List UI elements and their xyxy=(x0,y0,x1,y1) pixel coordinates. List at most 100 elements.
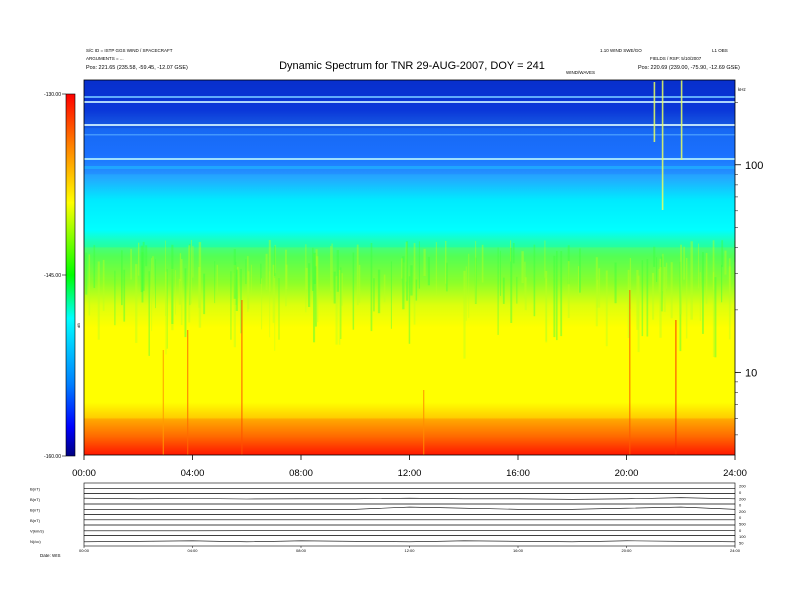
texture-streak xyxy=(230,271,232,340)
texture-streak xyxy=(189,243,191,306)
texture-streak xyxy=(88,254,91,316)
texture-streak xyxy=(663,266,666,312)
panel-label: N(/cc) xyxy=(30,539,41,544)
texture-streak xyxy=(402,256,405,310)
texture-streak xyxy=(598,268,601,308)
spectral-band-0 xyxy=(84,80,735,129)
texture-streak xyxy=(545,278,547,342)
texture-streak xyxy=(171,244,174,324)
texture-streak xyxy=(316,256,319,323)
texture-streak xyxy=(545,270,548,343)
texture-streak xyxy=(140,245,143,293)
texture-streak xyxy=(435,242,437,295)
texture-streak xyxy=(614,262,617,304)
texture-streak xyxy=(233,265,236,348)
radio-burst xyxy=(680,80,683,160)
texture-streak xyxy=(138,242,140,276)
texture-streak xyxy=(521,251,524,284)
texture-streak xyxy=(401,258,403,279)
texture-streak xyxy=(712,271,715,357)
texture-streak xyxy=(463,270,466,359)
panel-right-tick: 500 xyxy=(739,521,746,526)
spectral-band-4 xyxy=(84,301,735,419)
texture-streak xyxy=(356,244,359,306)
texture-streak xyxy=(245,259,247,284)
radio-burst xyxy=(423,390,425,455)
panel-right-tick: 0 xyxy=(739,503,742,508)
colorbar xyxy=(65,93,76,457)
texture-streak xyxy=(502,277,505,304)
panel-right-tick: 100 xyxy=(739,534,746,539)
texture-streak xyxy=(235,269,238,311)
y-tick-label: 100 xyxy=(745,160,763,172)
texture-streak xyxy=(699,272,701,321)
texture-streak xyxy=(145,245,148,267)
texture-streak xyxy=(191,240,192,304)
panel-right-tick: 0 xyxy=(739,515,742,520)
texture-streak xyxy=(641,260,644,337)
texture-streak xyxy=(85,252,88,295)
texture-streak xyxy=(278,278,280,340)
texture-streak xyxy=(500,250,501,296)
texture-streak xyxy=(114,270,116,326)
texture-streak xyxy=(596,279,599,308)
panel-label: B(nT) xyxy=(30,518,41,523)
texture-streak xyxy=(579,248,581,293)
texture-streak xyxy=(595,257,598,327)
spectral-streak-0 xyxy=(84,96,735,98)
radio-burst xyxy=(675,320,677,455)
texture-streak xyxy=(679,261,682,352)
texture-streak xyxy=(646,259,649,337)
colorbar-label: dB xyxy=(76,323,81,328)
texture-streak xyxy=(659,258,662,296)
texture-streak xyxy=(340,267,342,339)
texture-streak xyxy=(268,240,271,292)
texture-streak xyxy=(465,266,467,321)
texture-streak xyxy=(516,276,518,304)
texture-streak xyxy=(474,257,477,304)
texture-streak xyxy=(135,264,138,343)
x-tick-label: 16:00 xyxy=(506,468,530,479)
header-small-center: WIND/WAVES xyxy=(566,70,595,75)
texture-streak xyxy=(408,276,411,344)
texture-streak xyxy=(155,259,156,309)
radio-burst xyxy=(661,80,664,210)
texture-streak xyxy=(636,270,639,330)
texture-streak xyxy=(524,261,526,299)
texture-streak xyxy=(102,259,105,311)
texture-streak xyxy=(544,240,546,278)
texture-streak xyxy=(510,240,512,262)
texture-streak xyxy=(662,253,664,292)
texture-streak xyxy=(237,266,239,298)
texture-streak xyxy=(370,243,373,332)
spectrogram-streaks xyxy=(84,80,736,455)
texture-streak xyxy=(285,249,287,307)
texture-streak xyxy=(171,269,174,331)
spectrogram-bands xyxy=(84,80,735,455)
texture-streak xyxy=(418,241,420,289)
texture-streak xyxy=(358,264,361,303)
texture-streak xyxy=(481,244,484,283)
texture-streak xyxy=(666,262,668,289)
header-right-line1: 1.10 WIND SWE/GO xyxy=(600,48,642,53)
texture-streak xyxy=(524,277,527,311)
radio-burst xyxy=(653,82,656,142)
x-tick-label: 00:00 xyxy=(72,468,96,479)
x-tick-label: 08:00 xyxy=(289,468,313,479)
texture-streak xyxy=(685,258,688,339)
texture-streak xyxy=(151,258,153,332)
x-axis-ticks: 00:00 04:00 08:00 12:00 16:00 20:00 24:00 xyxy=(72,455,747,479)
texture-streak xyxy=(702,252,704,334)
panel-x-tick-label: 24:00 xyxy=(730,548,741,553)
spectral-band-5 xyxy=(84,418,735,455)
parameter-series-line xyxy=(83,540,736,543)
texture-streak xyxy=(97,261,100,340)
texture-streak xyxy=(553,255,556,338)
parameter-series-line xyxy=(84,506,736,510)
spectral-streak-2 xyxy=(84,124,735,126)
panel-x-tick-label: 16:00 xyxy=(513,548,524,553)
x-tick-label: 24:00 xyxy=(723,468,747,479)
texture-streak xyxy=(683,246,685,280)
texture-streak xyxy=(690,241,693,320)
texture-streak xyxy=(233,273,235,305)
